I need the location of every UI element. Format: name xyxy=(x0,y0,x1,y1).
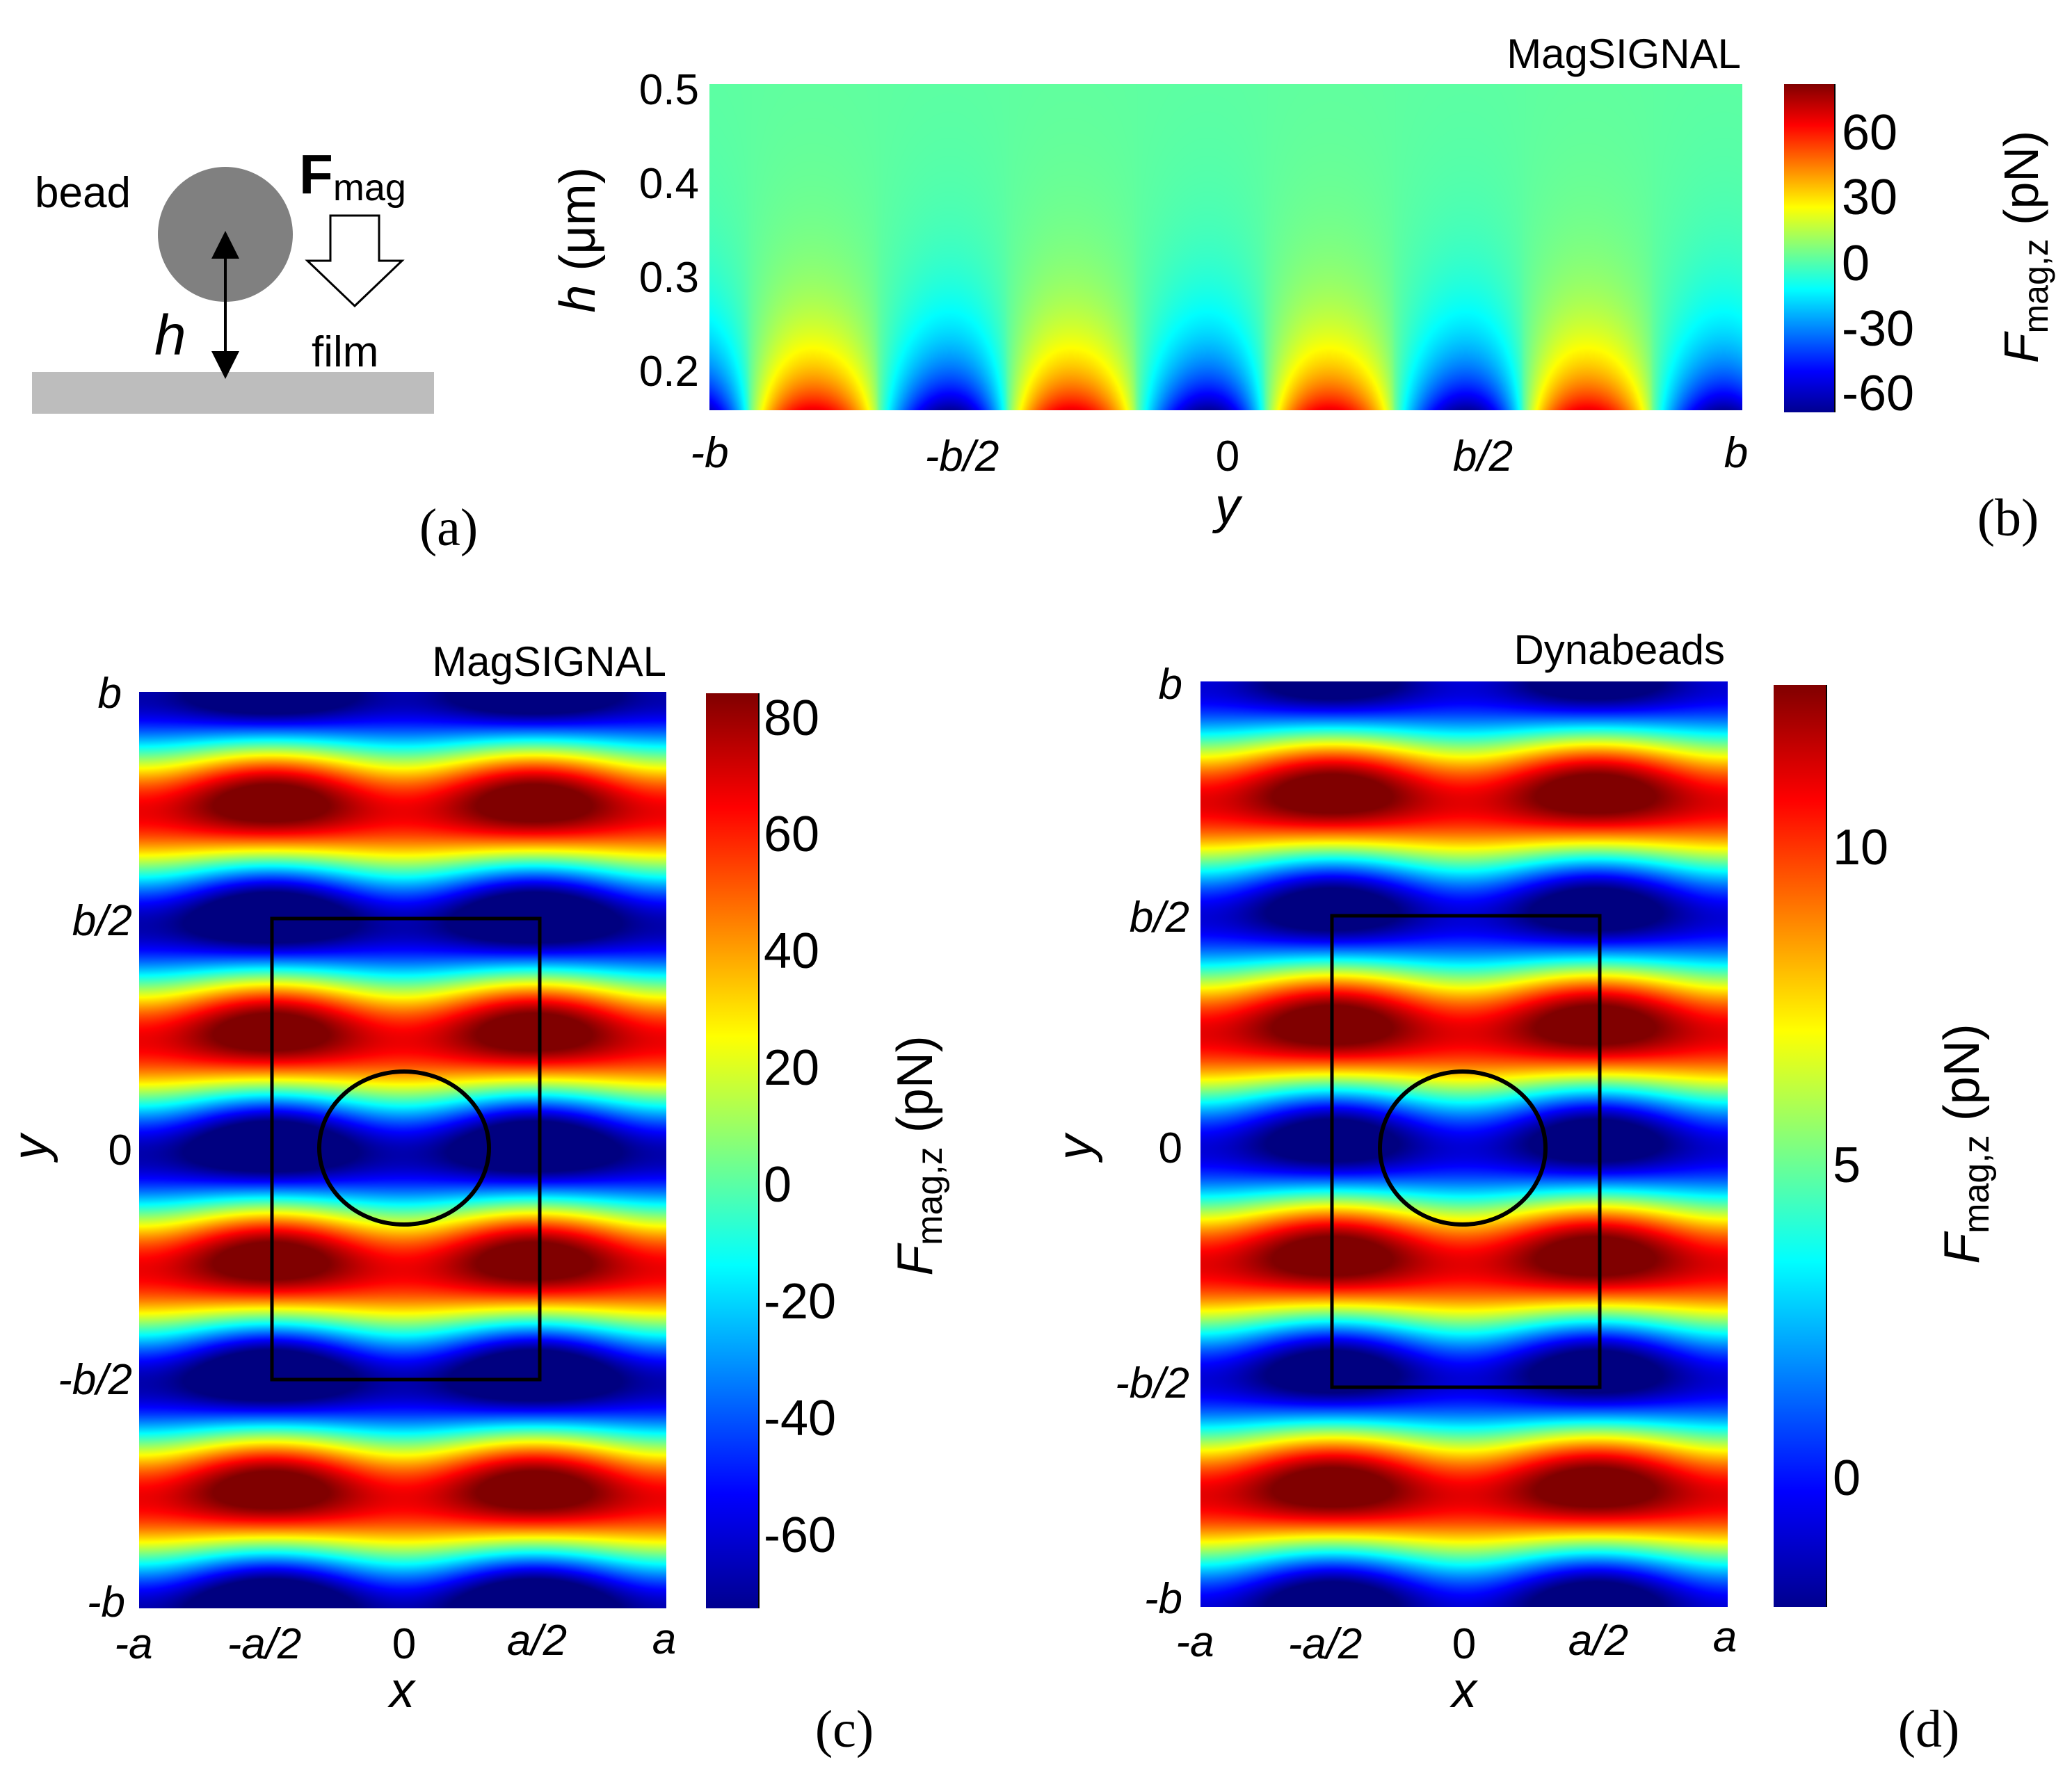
colorbar-tick-label: -60 xyxy=(764,1508,836,1563)
panel-b-x-axis-label: y xyxy=(1212,478,1243,534)
panel-d-colorbar xyxy=(1774,685,1826,1607)
y-tick-label: b/2 xyxy=(1130,894,1189,941)
x-tick-label: -a xyxy=(1175,1618,1214,1666)
panel-b-colorbar-ticks: 60 30 0 -30 -60 xyxy=(1842,105,1914,421)
panel-d-colorbar-label: Fmag,z (pN) xyxy=(1934,1024,1997,1264)
y-tick-label: -b/2 xyxy=(1115,1359,1189,1407)
y-tick-label: -b/2 xyxy=(58,1356,132,1404)
x-tick-label: 0 xyxy=(392,1620,416,1668)
panel-d-title: Dynabeads xyxy=(1513,627,1725,673)
panel-b-title: MagSIGNAL xyxy=(1507,31,1741,77)
panel-c-colorbar-label: Fmag,z (pN) xyxy=(888,1035,950,1276)
x-tick-label: -a xyxy=(114,1620,152,1668)
panel-b-y-ticks: 0.2 0.3 0.4 0.5 xyxy=(639,66,699,396)
colorbar-tick-label: 30 xyxy=(1842,170,1897,225)
x-tick-label: -a/2 xyxy=(227,1620,302,1668)
y-tick-label: -b xyxy=(1144,1575,1182,1623)
colorbar-tick-label: 0 xyxy=(1833,1450,1861,1506)
colorbar-tick-label: 80 xyxy=(764,690,819,746)
y-tick-label: 0.3 xyxy=(639,254,699,302)
panel-c-colorbar-ticks: 80 60 40 20 0 -20 -40 -60 xyxy=(764,690,836,1563)
y-tick-label: 0.4 xyxy=(639,160,699,208)
panel-d-colorbar-ticks: 10 5 0 xyxy=(1833,820,1888,1506)
colorbar-tick-label: 60 xyxy=(1842,105,1897,161)
colorbar-tick-label: 0 xyxy=(764,1157,792,1213)
x-tick-label: b xyxy=(1724,429,1748,477)
panel-b-chart: MagSIGNAL -b -b/2 0 b/2 b 0.2 0.3 0.4 0.… xyxy=(550,31,2055,547)
force-arrow-icon xyxy=(305,214,405,308)
colorbar-tick-label: -30 xyxy=(1842,301,1914,357)
x-tick-label: a xyxy=(1713,1613,1737,1661)
film-substrate xyxy=(32,372,434,414)
x-tick-label: a/2 xyxy=(507,1617,567,1665)
panel-c-y-axis-label: y xyxy=(3,1132,58,1163)
y-tick-label: b xyxy=(98,670,122,718)
x-tick-label: b/2 xyxy=(1453,433,1513,480)
y-tick-label: -b xyxy=(87,1578,125,1626)
x-tick-label: -b/2 xyxy=(925,433,999,480)
panel-c-y-ticks: b b/2 0 -b/2 -b xyxy=(58,670,132,1626)
colorbar-tick-label: -20 xyxy=(764,1274,836,1330)
x-tick-label: a xyxy=(652,1615,676,1663)
colorbar-tick-label: 0 xyxy=(1842,236,1870,291)
y-tick-label: b xyxy=(1159,661,1182,709)
colorbar-tick-label: 60 xyxy=(764,807,819,862)
y-tick-label: b/2 xyxy=(72,897,132,945)
bead-footprint-circle xyxy=(317,1069,491,1227)
film-label: film xyxy=(312,328,378,376)
x-tick-label: -b xyxy=(690,429,728,477)
panel-c-x-ticks: -a -a/2 0 a/2 a xyxy=(114,1615,676,1668)
panel-d-heatmap xyxy=(1200,681,1728,1607)
panel-b-colorbar-label: Fmag,z (pN) xyxy=(1994,131,2055,364)
unit-cell-rectangle xyxy=(1330,914,1602,1389)
panel-c-colorbar xyxy=(706,693,759,1608)
panel-d-chart: Dynabeads b b/2 0 -b/2 -b -a -a/2 0 a/2 … xyxy=(1047,627,1997,1759)
x-tick-label: 0 xyxy=(1452,1620,1476,1668)
colorbar-tick-label: 10 xyxy=(1833,820,1888,875)
y-tick-label: 0.5 xyxy=(639,66,699,114)
panel-d-x-ticks: -a -a/2 0 a/2 a xyxy=(1175,1613,1737,1668)
panel-d-y-ticks: b b/2 0 -b/2 -b xyxy=(1115,661,1189,1623)
colorbar-tick-label: -60 xyxy=(1842,366,1914,421)
panel-c-x-axis-label: x xyxy=(387,1663,417,1718)
panel-c-chart: MagSIGNAL b b/2 0 -b/2 -b -a -a/2 0 a/2 … xyxy=(3,638,950,1759)
panel-b-x-ticks: -b -b/2 0 b/2 b xyxy=(690,429,1748,480)
bead-footprint-circle xyxy=(1378,1069,1548,1227)
panel-b-y-axis-label: h (μm) xyxy=(550,167,606,312)
panel-c-label: (c) xyxy=(815,1700,874,1759)
y-tick-label: 0.2 xyxy=(639,348,699,396)
y-tick-label: 0 xyxy=(109,1126,132,1174)
panel-d-label: (d) xyxy=(1898,1700,1960,1759)
panel-b-colorbar xyxy=(1784,84,1835,412)
panel-a-label: (a) xyxy=(419,499,478,557)
x-tick-label: -a/2 xyxy=(1288,1620,1363,1668)
panel-c-title: MagSIGNAL xyxy=(432,638,666,685)
x-tick-label: a/2 xyxy=(1568,1617,1628,1665)
bead-label: bead xyxy=(35,169,131,217)
panel-c-heatmap xyxy=(139,692,666,1608)
panel-a-schematic: bead h Fmag film (a) xyxy=(32,143,478,557)
panel-b-heatmap xyxy=(709,84,1742,410)
unit-cell-rectangle xyxy=(270,916,542,1382)
panel-b-label: (b) xyxy=(1977,489,2039,547)
height-label: h xyxy=(154,304,186,367)
x-tick-label: 0 xyxy=(1216,433,1239,480)
colorbar-tick-label: 40 xyxy=(764,923,819,979)
colorbar-tick-label: 20 xyxy=(764,1040,819,1096)
colorbar-tick-label: -40 xyxy=(764,1391,836,1446)
y-tick-label: 0 xyxy=(1159,1124,1182,1172)
panel-d-y-axis-label: y xyxy=(1047,1132,1103,1163)
colorbar-tick-label: 5 xyxy=(1833,1138,1861,1193)
force-label: Fmag xyxy=(299,143,406,209)
panel-d-x-axis-label: x xyxy=(1449,1663,1479,1718)
